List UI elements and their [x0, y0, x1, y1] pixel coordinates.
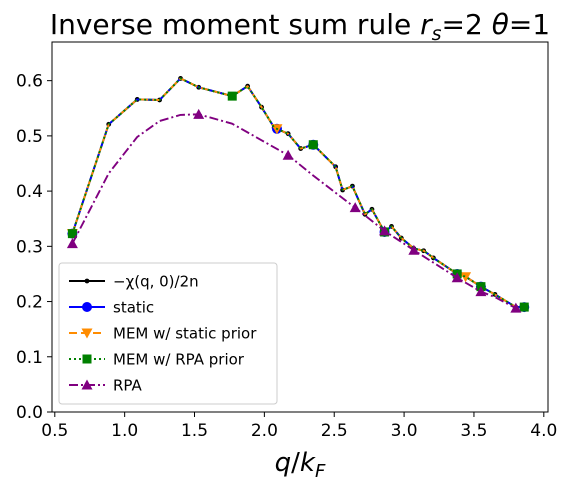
chart-title: Inverse moment sum rule rs=2 θ=1: [50, 8, 550, 45]
x-tick-label: 2.5: [321, 421, 348, 441]
x-tick-label: 1.0: [111, 421, 138, 441]
data-point-4: [379, 225, 391, 236]
data-point-3: [67, 229, 77, 239]
x-tick-label: 1.5: [181, 421, 208, 441]
data-point-3: [227, 91, 237, 101]
plot-area: 0.5 1.0 1.5 2.0 2.5 3.0 3.5 4.0 0.0 0.1 0.2 0.3 0.4 0…: [16, 41, 557, 441]
data-point-4: [510, 302, 522, 313]
data-point-4: [282, 149, 294, 160]
axes-frame: [51, 41, 549, 413]
data-point-4: [66, 238, 78, 249]
x-tick-label: 4.0: [530, 421, 557, 441]
data-point-4: [193, 108, 205, 119]
x-tick-label: 2.0: [251, 421, 278, 441]
y-tick-label: 0.0: [16, 403, 43, 423]
x-axis-label: q/kF: [275, 448, 326, 482]
data-point-4: [451, 272, 463, 283]
legend-marker: [82, 302, 92, 312]
x-tick-label: 0.5: [41, 421, 68, 441]
legend-box: [58, 262, 278, 405]
y-tick-label: 0.3: [16, 237, 43, 257]
legend-label: RPA: [113, 377, 143, 395]
data-point-4: [475, 286, 487, 297]
legend-marker: [81, 379, 93, 390]
x-tick-label: 3.5: [460, 421, 487, 441]
legend-marker: [84, 278, 90, 284]
legend-marker: [82, 354, 92, 364]
x-tick-label: 3.0: [391, 421, 418, 441]
y-tick-label: 0.2: [16, 293, 43, 313]
data-point-3: [519, 302, 529, 312]
data-point-3: [308, 140, 318, 150]
legend-label: −χ(q, 0)/2n: [113, 273, 199, 291]
y-tick-label: 0.6: [16, 72, 43, 92]
legend: −χ(q, 0)/2n static MEM w/ static prior MEM …: [58, 262, 278, 405]
legend-label: static: [113, 299, 154, 317]
legend-label: MEM w/ RPA prior: [113, 351, 245, 369]
data-point-2: [460, 272, 472, 283]
data-point-4: [408, 244, 420, 255]
data-point-4: [349, 202, 361, 213]
legend-label: MEM w/ static prior: [113, 325, 257, 343]
y-tick-label: 0.1: [16, 348, 43, 368]
y-tick-label: 0.5: [16, 127, 43, 147]
legend-marker: [81, 328, 93, 339]
y-tick-label: 0.4: [16, 182, 43, 202]
